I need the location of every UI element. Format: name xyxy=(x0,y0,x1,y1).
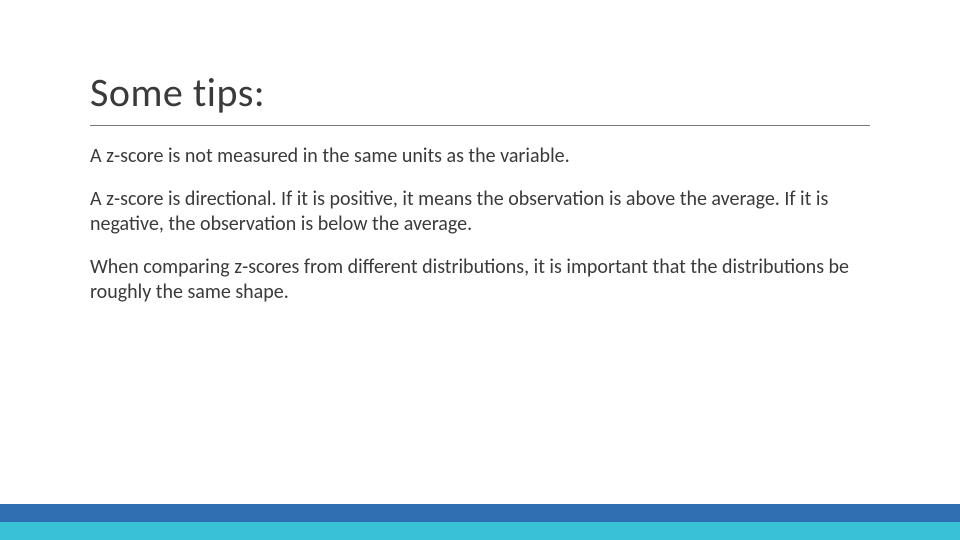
footer-band-blue xyxy=(0,504,960,522)
slide-title: Some tips: xyxy=(90,68,870,125)
paragraph: A z-score is directional. If it is posit… xyxy=(90,187,870,237)
slide-body: A z-score is not measured in the same un… xyxy=(90,144,870,305)
paragraph: When comparing z-scores from different d… xyxy=(90,255,870,305)
footer-band-cyan xyxy=(0,522,960,540)
slide: Some tips: A z-score is not measured in … xyxy=(0,0,960,540)
paragraph: A z-score is not measured in the same un… xyxy=(90,144,870,169)
footer-band xyxy=(0,504,960,540)
title-underline xyxy=(90,125,870,126)
